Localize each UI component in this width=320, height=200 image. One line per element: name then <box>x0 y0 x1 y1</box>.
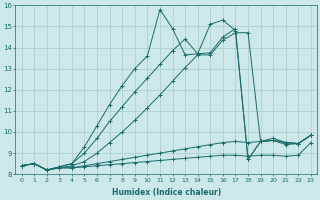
X-axis label: Humidex (Indice chaleur): Humidex (Indice chaleur) <box>112 188 221 197</box>
